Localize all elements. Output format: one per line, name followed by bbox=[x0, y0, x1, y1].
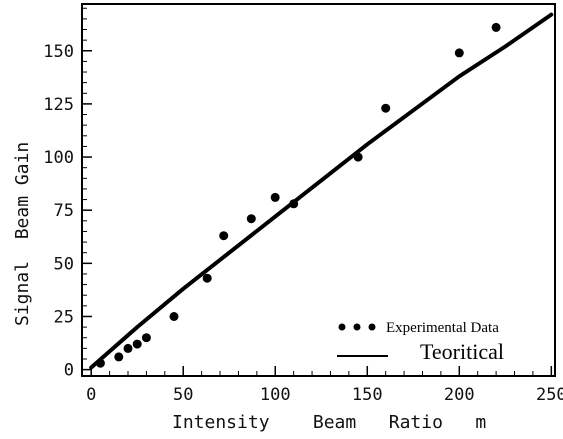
legend-label-experimental: Experimental Data bbox=[386, 320, 499, 336]
x-tick-label: 200 bbox=[444, 385, 475, 405]
legend-marker-experimental bbox=[338, 323, 376, 331]
experimental-points bbox=[95, 22, 501, 368]
legend-label-theoretical: Teoritical bbox=[420, 339, 504, 364]
data-point bbox=[95, 358, 105, 368]
legend-dot bbox=[368, 323, 376, 331]
y-tick-label: 125 bbox=[43, 95, 74, 115]
tick-labels: 0 50 100 150 200 250 0 25 50 75 100 125 150 bbox=[43, 42, 563, 405]
data-point bbox=[219, 231, 229, 241]
legend-dot bbox=[353, 323, 361, 331]
x-tick-label: 50 bbox=[173, 385, 193, 405]
x-tick-label: 250 bbox=[536, 385, 563, 405]
data-point bbox=[202, 273, 212, 283]
y-tick-label: 50 bbox=[54, 254, 74, 274]
y-tick-label: 150 bbox=[43, 42, 74, 62]
data-point bbox=[454, 48, 464, 58]
data-point bbox=[114, 352, 124, 362]
x-axis-label: Intensity Beam Ratio m bbox=[172, 412, 486, 433]
data-point bbox=[123, 343, 133, 353]
y-tick-label: 100 bbox=[43, 148, 74, 168]
x-tick-label: 150 bbox=[352, 385, 383, 405]
data-point bbox=[491, 22, 501, 32]
y-axis-label: Signal Beam Gain bbox=[12, 142, 33, 326]
data-point bbox=[132, 339, 142, 349]
data-point bbox=[169, 312, 179, 321]
y-tick-label: 25 bbox=[54, 307, 74, 327]
y-tick-label: 75 bbox=[54, 201, 74, 221]
data-point bbox=[246, 214, 256, 224]
x-tick-label: 0 bbox=[86, 385, 96, 405]
data-point bbox=[289, 199, 299, 209]
plot-frame bbox=[81, 3, 556, 377]
theoretical-curve bbox=[89, 12, 554, 370]
x-tick-label: 100 bbox=[260, 385, 291, 405]
data-point bbox=[270, 192, 280, 202]
axis-ticks bbox=[82, 7, 553, 376]
data-point bbox=[141, 333, 151, 343]
y-tick-label: 0 bbox=[64, 361, 74, 381]
data-point bbox=[381, 103, 391, 113]
legend-dot bbox=[338, 323, 346, 331]
legend: Experimental Data Teoritical bbox=[337, 320, 504, 364]
data-point bbox=[353, 152, 363, 162]
